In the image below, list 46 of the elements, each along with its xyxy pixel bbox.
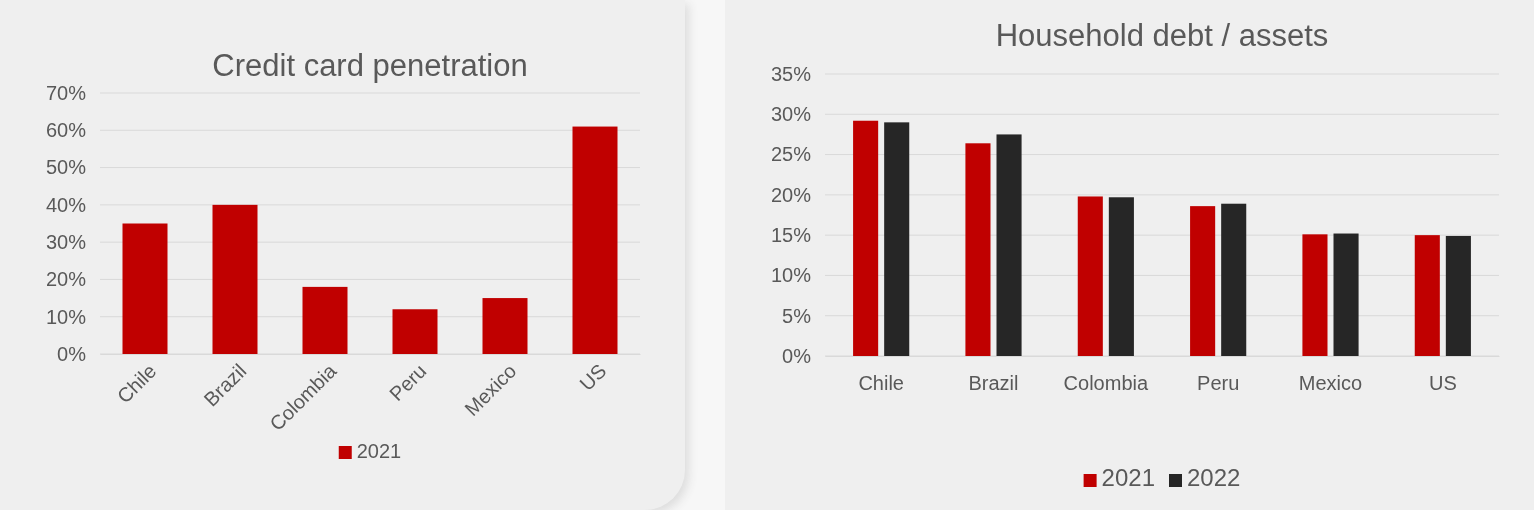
bar bbox=[1190, 206, 1216, 356]
x-tick-label: Mexico bbox=[1298, 372, 1363, 395]
y-tick-label: 25% bbox=[770, 143, 812, 166]
bar bbox=[1414, 235, 1440, 356]
bar bbox=[1221, 203, 1247, 356]
y-tick-label: 0% bbox=[57, 342, 87, 365]
bar bbox=[853, 120, 879, 356]
bar bbox=[1445, 235, 1471, 356]
y-tick-label: 10% bbox=[770, 264, 812, 287]
y-tick-label: 40% bbox=[45, 193, 87, 216]
legend-label: 2022 bbox=[1187, 464, 1241, 491]
y-tick-label: 0% bbox=[782, 344, 812, 367]
bar bbox=[1108, 197, 1134, 356]
bar bbox=[1302, 234, 1328, 356]
y-tick-label: 20% bbox=[770, 183, 812, 206]
y-tick-label: 30% bbox=[770, 103, 812, 126]
y-tick-label: 50% bbox=[45, 156, 87, 179]
y-tick-label: 5% bbox=[782, 304, 812, 327]
x-tick-label: US bbox=[1428, 372, 1457, 395]
bar bbox=[884, 122, 910, 356]
y-tick-label: 70% bbox=[45, 81, 87, 104]
bar bbox=[302, 286, 348, 354]
y-tick-label: 60% bbox=[45, 119, 87, 142]
bar bbox=[1333, 233, 1359, 356]
y-tick-label: 15% bbox=[770, 224, 812, 247]
x-tick-label: Colombia bbox=[1063, 372, 1149, 395]
y-tick-label: 10% bbox=[45, 305, 87, 328]
bar bbox=[122, 223, 168, 354]
y-tick-label: 30% bbox=[45, 231, 87, 254]
y-tick-label: 20% bbox=[45, 268, 87, 291]
x-tick-label: US bbox=[575, 359, 611, 395]
x-tick-label: Peru bbox=[1197, 372, 1240, 395]
bar bbox=[392, 309, 438, 354]
y-tick-label: 35% bbox=[770, 62, 812, 85]
legend-label: 2021 bbox=[356, 440, 402, 462]
bar bbox=[965, 143, 991, 356]
bar bbox=[996, 134, 1022, 356]
bar bbox=[482, 298, 528, 354]
bar bbox=[1077, 196, 1103, 356]
bar bbox=[212, 204, 258, 354]
x-tick-label: Brazil bbox=[968, 372, 1019, 395]
legend-label: 2021 bbox=[1101, 464, 1155, 491]
x-tick-label: Chile bbox=[858, 372, 904, 395]
chart-title: Credit card penetration bbox=[212, 48, 528, 83]
bar bbox=[572, 126, 618, 354]
chart-title: Household debt / assets bbox=[995, 18, 1329, 53]
